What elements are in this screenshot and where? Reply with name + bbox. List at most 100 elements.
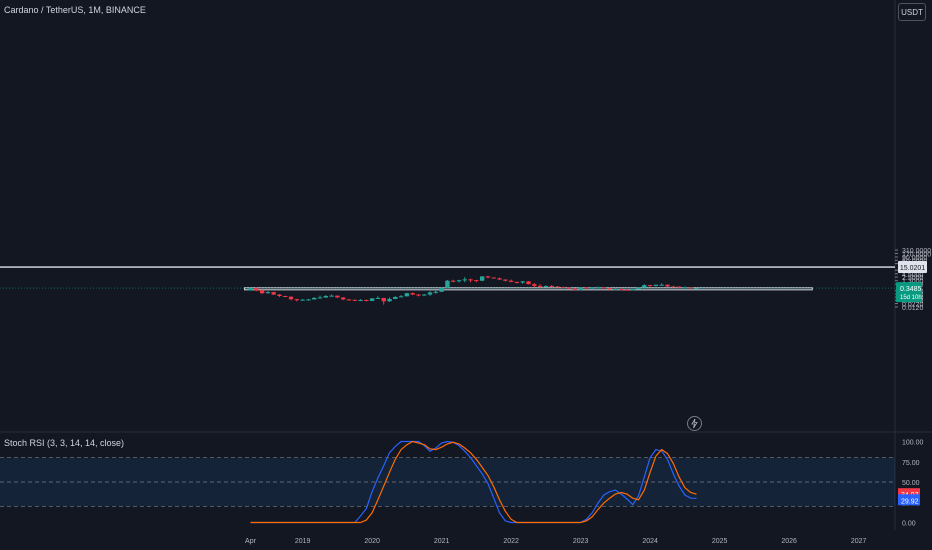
candle-body [375,297,381,299]
stoch-tick-label: 75.00 [902,460,920,467]
time-tick-label: 2021 [434,538,450,545]
candle-body [248,288,253,291]
candle-body [485,276,491,278]
candle-body [265,292,271,294]
stoch-d-line [250,440,697,524]
candle-body [277,294,282,296]
candle-body [659,284,664,286]
candle-body [433,291,439,293]
level-badge-label: 15.0201 [900,265,925,272]
candle-body [456,280,462,282]
candle-body [427,292,433,295]
support-zone [244,287,813,291]
candle-body [439,287,444,292]
candle-body [335,295,340,298]
candle-body [398,296,404,298]
candle-body [566,287,572,289]
indicator-title: Stoch RSI (3, 3, 14, 14, close) [4,438,125,448]
candle-body [340,297,346,300]
time-tick-label: 2027 [851,538,867,545]
candle-body [312,297,317,300]
candle-body [323,295,328,298]
candle-body [549,285,554,287]
time-tick-label: 2025 [712,538,728,545]
price-tick-label: 4.5000 [902,272,924,279]
candle-body [508,280,514,282]
candle-body [474,280,479,282]
candle-body [306,299,311,301]
stoch-k-value: 29.92 [901,498,919,505]
candle-body [584,287,589,289]
symbol-title: Cardano / TetherUS, 1M, BINANCE [4,5,146,15]
candle-body [642,285,647,288]
price-tick-label: 90.0000 [902,255,927,262]
candle-body [630,289,635,291]
candle-body [404,293,410,297]
candle-body [288,296,294,300]
candle-body [607,287,612,290]
candle-body [387,298,392,302]
candle-body [358,299,363,301]
candle-body [520,281,525,283]
candle-body [543,285,549,287]
stoch-d-badge [898,488,920,500]
stoch-tick-label: 50.00 [902,480,920,487]
price-tick-label: 0.0220 [902,302,924,309]
candle-body [416,294,421,296]
candle-body [532,284,537,286]
candle-body [590,287,595,289]
candle-body [393,296,398,299]
candle-body [468,279,473,281]
stoch-k-badge [898,494,920,506]
time-tick-label: 2026 [781,538,797,545]
candle-body [479,276,485,281]
candle-body [271,292,276,295]
candle-body [653,284,659,286]
candle-body [647,285,653,287]
candle-body [636,287,641,290]
candle-body [352,299,357,301]
candle-body [613,289,618,291]
candle-body [514,281,520,283]
bar-countdown-label: 15d 10h [900,295,922,301]
time-tick-label: 2020 [364,538,380,545]
stoch-tick-label: 0.00 [902,521,916,528]
price-tick-label: 310.0000 [902,248,931,255]
last-price-badge [896,282,922,303]
candle-body [283,295,288,297]
candle-body [445,280,450,288]
price-tick-label: 2.5000 [902,275,924,282]
candle-body [259,289,265,294]
candle-body [254,288,259,290]
candle-body [381,297,386,302]
candle-body [451,280,456,282]
candle-body [346,299,352,301]
price-tick-label: 170.0000 [902,251,931,258]
candle-body [555,286,560,288]
candle-body [294,299,300,301]
candle-body [572,288,578,290]
currency-button[interactable]: USDT [898,3,926,21]
lightning-icon[interactable] [687,416,702,431]
candle-body [537,285,543,287]
candle-body [694,288,699,290]
candle-body [410,293,415,295]
candle-body [618,289,624,291]
time-tick-label: 2023 [573,538,589,545]
candle-body [526,281,531,285]
time-tick-label: 2019 [295,538,311,545]
candle-body [503,279,508,281]
candle-body [364,299,369,301]
candle-body [369,298,375,301]
candle-body [491,277,496,279]
stoch-tick-label: 100.00 [902,440,924,447]
candle-body [624,289,630,291]
candle-body [300,299,305,301]
candle-body [497,278,502,280]
last-price-label: 0.3485 [900,286,922,293]
time-tick-label: 2022 [503,538,519,545]
time-tick-label: Apr [245,538,257,545]
candle-body [578,287,583,290]
candle-body [676,286,682,288]
